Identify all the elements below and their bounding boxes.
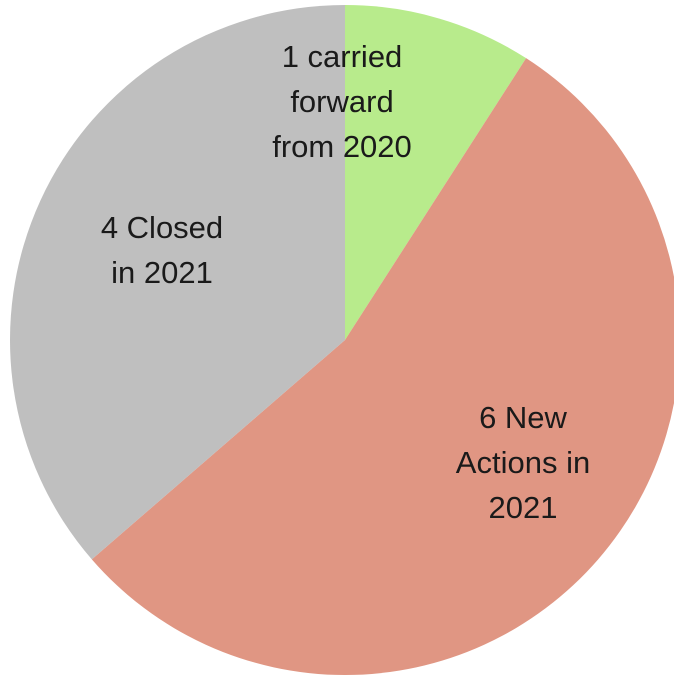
slice-label-line: 4 Closed [101, 210, 223, 245]
slice-label-line: 2021 [489, 490, 558, 525]
slice-label-2: 6 New Actions in 2021 [456, 400, 590, 525]
slice-label-line: 6 New [479, 400, 567, 435]
pie-slice-2 [91, 58, 674, 675]
slice-label-line: forward [290, 84, 393, 119]
slice-label-line: Actions in [456, 445, 590, 480]
pie-slice-3 [9, 5, 345, 560]
slice-label-line: from 2020 [272, 129, 412, 164]
pie-slice-1 [345, 5, 527, 340]
slice-label-line: 1 carried [282, 39, 403, 74]
pie-slice-labels: 1 carried forward from 2020 6 New Actions in… [101, 39, 590, 525]
slice-label-1: 1 carried forward from 2020 [272, 39, 412, 164]
slice-label-line: in 2021 [111, 255, 213, 290]
pie-slices [9, 5, 674, 675]
slice-label-3: 4 Closed in 2021 [101, 210, 223, 290]
